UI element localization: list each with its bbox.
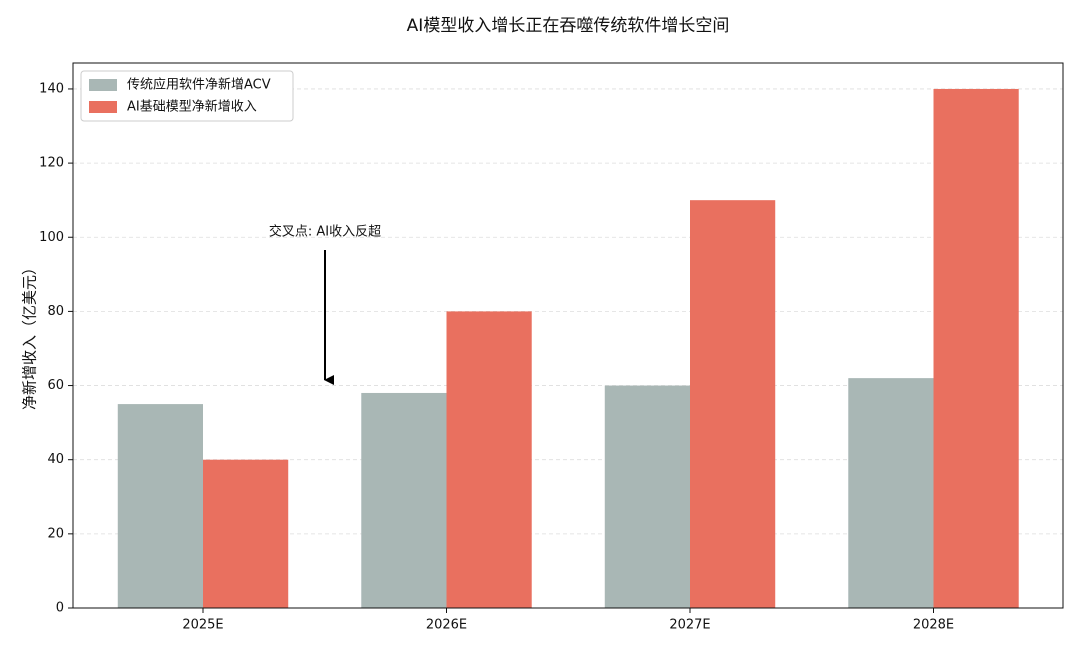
y-tick-label: 100	[39, 230, 64, 245]
legend-swatch	[89, 79, 117, 91]
x-tick-label: 2028E	[913, 618, 954, 633]
x-tick-label: 2027E	[669, 618, 710, 633]
bar	[848, 378, 934, 608]
plot-frame	[72, 62, 1064, 609]
legend-label: 传统应用软件净新增ACV	[127, 77, 271, 93]
y-tick-label: 120	[39, 156, 64, 171]
y-tick-label: 20	[47, 526, 64, 541]
legend-label: AI基础模型净新增收入	[127, 99, 257, 115]
x-tick-label: 2026E	[426, 618, 467, 633]
bar	[933, 88, 1019, 608]
chart-title: AI模型收入增长正在吞噬传统软件增长空间	[407, 16, 730, 36]
y-tick-label: 80	[47, 304, 64, 319]
bar	[446, 311, 532, 608]
y-tick-label: 140	[39, 81, 64, 96]
bar	[690, 200, 776, 608]
annotation: 交叉点: AI收入反超	[269, 224, 381, 240]
y-tick-label: 60	[47, 378, 64, 393]
x-tick-label: 2025E	[182, 618, 223, 633]
bar	[117, 404, 203, 608]
legend-box	[80, 70, 294, 122]
bar	[361, 392, 447, 608]
y-tick-label: 40	[47, 452, 64, 467]
y-tick-label: 0	[56, 601, 64, 616]
legend-swatch	[89, 101, 117, 113]
bar	[203, 459, 289, 608]
y-axis-label: 净新增收入（亿美元）	[21, 260, 39, 410]
bar	[604, 385, 690, 608]
